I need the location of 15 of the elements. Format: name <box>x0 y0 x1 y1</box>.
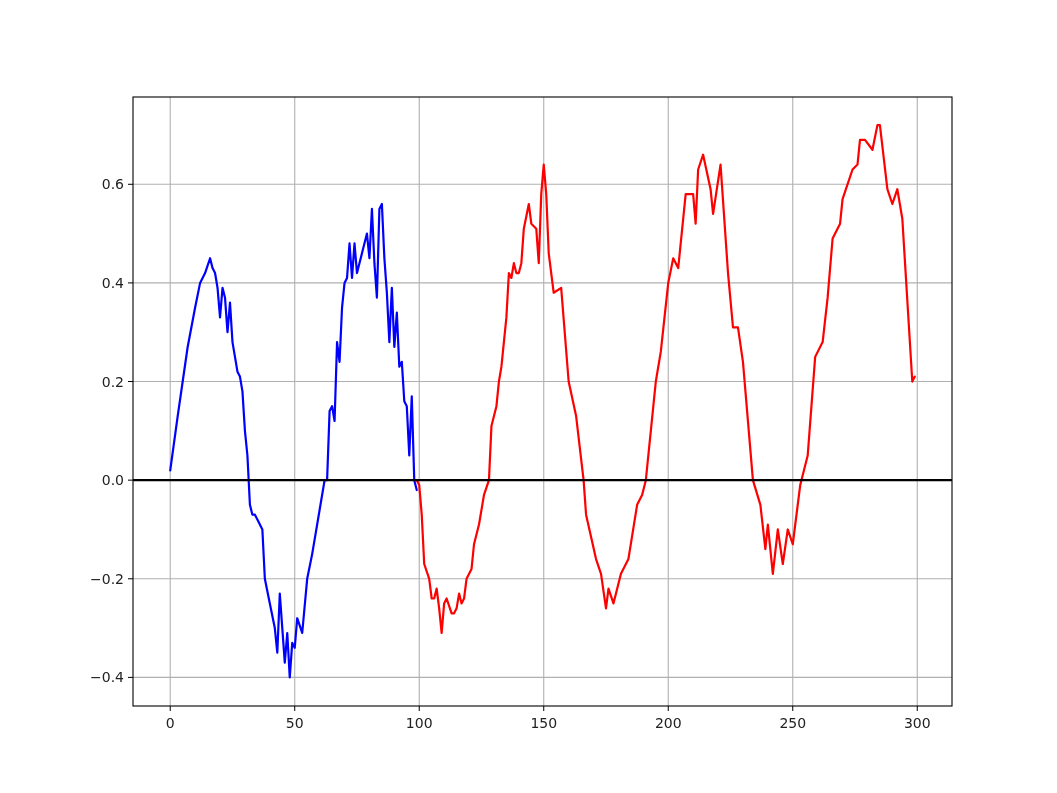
x-tick-label: 50 <box>285 715 304 731</box>
x-tick-label: 250 <box>779 715 807 731</box>
x-tick-label: 0 <box>165 715 175 731</box>
y-tick-label: −0.2 <box>90 570 124 587</box>
x-tick-label: 100 <box>405 715 433 731</box>
x-tick-label: 300 <box>903 715 931 731</box>
y-tick-label: −0.4 <box>90 669 125 686</box>
x-tick-label: 200 <box>654 715 682 731</box>
x-tick-label: 150 <box>530 715 558 731</box>
y-tick-label: 0.0 <box>101 472 124 489</box>
line-series <box>169 202 418 679</box>
y-tick-label: 0.6 <box>101 176 125 193</box>
y-tick-label: 0.4 <box>101 274 125 291</box>
line-series <box>415 124 916 635</box>
y-tick-label: 0.2 <box>101 373 124 390</box>
